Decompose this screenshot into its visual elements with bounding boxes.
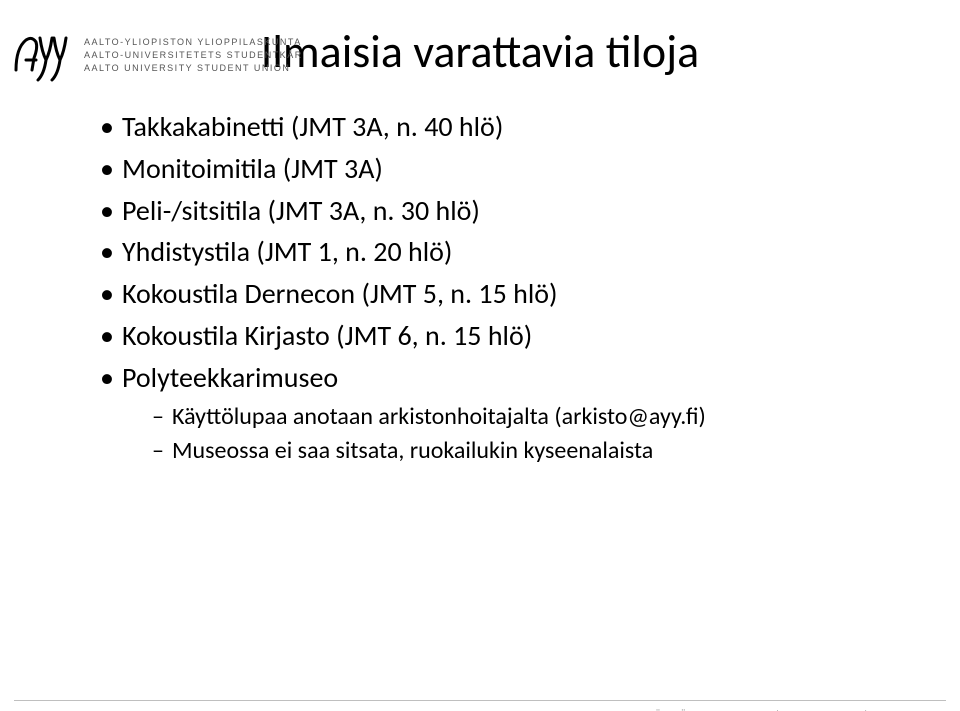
bullet-text: Monitoimitila (JMT 3A) [122,151,383,186]
bullet-text: Kokoustila Dernecon (JMT 5, n. 15 hlö) [122,276,558,311]
org-name-block: AALTO-YLIOPISTON YLIOPPILASKUNTA AALTO-U… [84,30,303,75]
list-item: Polyteekkarimuseo Käyttölupaa anotaan ar… [100,359,880,468]
sub-list: Käyttölupaa anotaan arkistonhoitajalta (… [152,401,880,468]
org-line-3: AALTO UNIVERSITY STUDENT UNION [84,62,303,75]
list-item: Kokoustila Kirjasto (JMT 6, n. 15 hlö) [100,317,880,355]
bullet-text: Kokoustila Kirjasto (JMT 6, n. 15 hlö) [122,318,532,353]
list-item: Takkakabinetti (JMT 3A, n. 40 hlö) [100,108,880,146]
list-item: Yhdistystila (JMT 1, n. 20 hlö) [100,233,880,271]
ayy-logo [12,30,72,84]
slide-body: Takkakabinetti (JMT 3A, n. 40 hlö) Monit… [0,108,960,467]
bullet-text: Yhdistystila (JMT 1, n. 20 hlö) [122,234,452,269]
org-line-1: AALTO-YLIOPISTON YLIOPPILASKUNTA [84,36,303,49]
list-item: Kokoustila Dernecon (JMT 5, n. 15 hlö) [100,275,880,313]
bullet-text: Polyteekkarimuseo [122,360,338,395]
bullet-text: Takkakabinetti (JMT 3A, n. 40 hlö) [122,109,503,144]
sub-bullet-text: Käyttölupaa anotaan arkistonhoitajalta (… [172,402,706,431]
list-item: Peli-/sitsitila (JMT 3A, n. 30 hlö) [100,192,880,230]
slide-header: AALTO-YLIOPISTON YLIOPPILASKUNTA AALTO-U… [12,30,303,84]
list-item: Museossa ei saa sitsata, ruokailukin kys… [152,435,880,467]
list-item: Käyttölupaa anotaan arkistonhoitajalta (… [152,401,880,433]
list-item: Monitoimitila (JMT 3A) [100,150,880,188]
sub-bullet-text: Museossa ei saa sitsata, ruokailukin kys… [172,436,653,465]
org-line-2: AALTO-UNIVERSITETETS STUDENTKÅR [84,49,303,62]
bullet-text: Peli-/sitsitila (JMT 3A, n. 30 hlö) [122,193,480,228]
footer-divider [14,700,946,701]
bullet-list: Takkakabinetti (JMT 3A, n. 40 hlö) Monit… [100,108,880,467]
